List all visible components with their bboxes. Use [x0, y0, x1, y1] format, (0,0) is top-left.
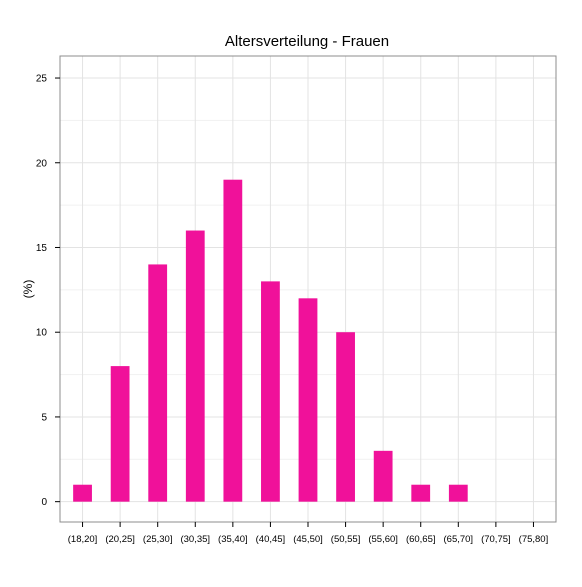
- x-tick-label: (18,20]: [68, 534, 98, 545]
- bar: [336, 332, 355, 502]
- x-tick-label: (55,60]: [368, 534, 398, 545]
- x-tick-label: (35,40]: [218, 534, 248, 545]
- bar: [411, 484, 431, 502]
- y-tick-label: 0: [41, 497, 47, 508]
- x-tick-label: (75,80]: [519, 534, 549, 545]
- x-tick-label: (20,25]: [105, 534, 135, 545]
- x-tick-label: (70,75]: [481, 534, 511, 545]
- bar: [110, 366, 130, 502]
- x-tick-label: (25,30]: [143, 534, 173, 545]
- bar: [298, 298, 318, 502]
- bar: [448, 484, 468, 502]
- y-tick-label: 15: [36, 243, 48, 254]
- bar: [223, 179, 243, 502]
- bar: [148, 264, 168, 502]
- bar: [73, 484, 92, 502]
- y-tick-label: 25: [36, 74, 48, 85]
- bar: [373, 450, 393, 502]
- y-axis-title: (%): [21, 280, 35, 299]
- x-tick-label: (45,50]: [293, 534, 323, 545]
- y-tick-label: 10: [36, 328, 48, 339]
- x-tick-label: (30,35]: [180, 534, 210, 545]
- x-tick-label: (60,65]: [406, 534, 436, 545]
- bar: [261, 281, 280, 502]
- x-tick-label: (40,45]: [256, 534, 286, 545]
- bar: [185, 230, 205, 502]
- y-tick-label: 5: [41, 412, 47, 423]
- x-axis: (18,20] (20,25] (25,30] (30,35] (35,40] (40,4…: [68, 522, 548, 545]
- chart-title: Altersverteilung - Frauen: [225, 33, 389, 50]
- y-axis: 0 5 10 15 20 25: [36, 74, 60, 508]
- x-tick-label: (50,55]: [331, 534, 361, 545]
- y-tick-label: 20: [36, 158, 48, 169]
- x-tick-label: (65,70]: [444, 534, 474, 545]
- bars: [73, 179, 468, 502]
